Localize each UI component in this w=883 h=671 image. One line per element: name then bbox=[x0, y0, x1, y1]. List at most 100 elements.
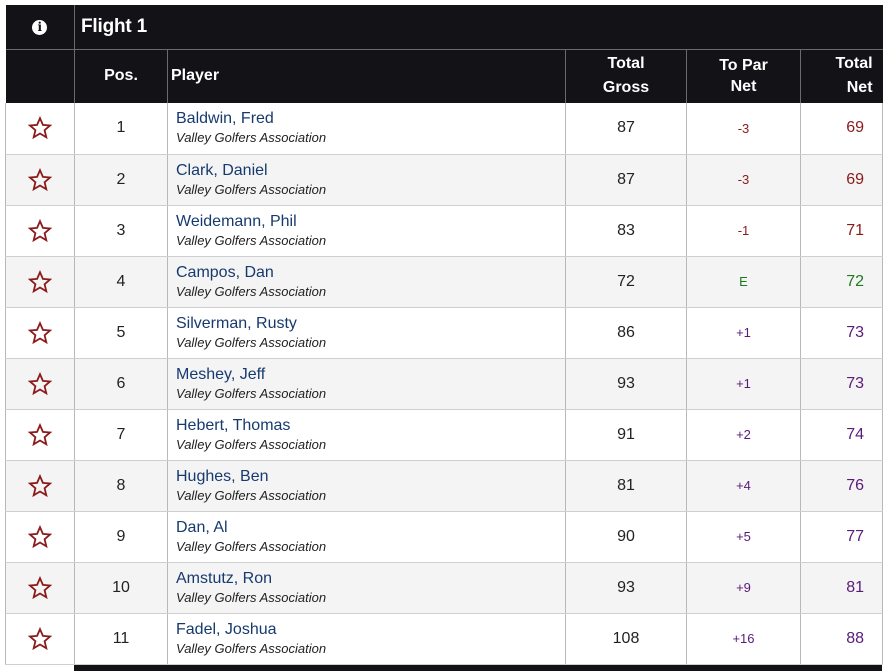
position-cell: 9 bbox=[74, 511, 168, 563]
player-cell: Clark, Daniel Valley Golfers Association bbox=[167, 154, 566, 206]
player-cell: Hughes, Ben Valley Golfers Association bbox=[167, 460, 566, 512]
leaderboard: i Flight 1 Pos. Player Total Gross To Pa… bbox=[5, 5, 883, 671]
favorite-cell bbox=[5, 511, 75, 563]
total-gross-cell: 86 bbox=[565, 307, 687, 359]
star-outline-icon[interactable] bbox=[27, 269, 53, 294]
total-gross-cell: 81 bbox=[565, 460, 687, 512]
to-par-cell: -1 bbox=[686, 205, 801, 257]
player-name-link[interactable]: Silverman, Rusty bbox=[176, 314, 297, 332]
flight-title-bar: i Flight 1 bbox=[5, 5, 883, 49]
player-name-link[interactable]: Dan, Al bbox=[176, 518, 228, 536]
table-row: 2 Clark, Daniel Valley Golfers Association… bbox=[5, 154, 883, 206]
star-outline-icon[interactable] bbox=[27, 167, 53, 192]
player-club: Valley Golfers Association bbox=[176, 640, 327, 656]
favorite-cell bbox=[5, 205, 75, 257]
player-club: Valley Golfers Association bbox=[176, 538, 327, 554]
player-name-link[interactable]: Amstutz, Ron bbox=[176, 569, 273, 587]
to-par-cell: +1 bbox=[686, 307, 801, 359]
total-net-cell: 81 bbox=[800, 562, 883, 614]
position-cell: 3 bbox=[74, 205, 168, 257]
star-outline-icon[interactable] bbox=[27, 320, 53, 345]
favorite-cell bbox=[5, 154, 75, 206]
to-par-cell: +16 bbox=[686, 613, 801, 665]
favorite-cell bbox=[5, 409, 75, 461]
position-cell: 2 bbox=[74, 154, 168, 206]
to-par-cell: +2 bbox=[686, 409, 801, 461]
total-net-cell: 69 bbox=[800, 154, 883, 206]
star-outline-icon[interactable] bbox=[27, 371, 53, 396]
table-row: 1 Baldwin, Fred Valley Golfers Association… bbox=[5, 103, 883, 155]
player-club: Valley Golfers Association bbox=[176, 436, 327, 452]
position-cell: 6 bbox=[74, 358, 168, 410]
position-cell: 5 bbox=[74, 307, 168, 359]
player-name-link[interactable]: Clark, Daniel bbox=[176, 161, 268, 179]
total-net-cell: 73 bbox=[800, 307, 883, 359]
player-cell: Silverman, Rusty Valley Golfers Associati… bbox=[167, 307, 566, 359]
star-outline-icon[interactable] bbox=[27, 422, 53, 447]
total-gross-cell: 87 bbox=[565, 154, 687, 206]
player-name-link[interactable]: Weidemann, Phil bbox=[176, 212, 297, 230]
total-net-cell: 77 bbox=[800, 511, 883, 563]
header-to-par-line1: To Par bbox=[719, 57, 768, 75]
header-player[interactable]: Player bbox=[167, 48, 566, 103]
favorite-cell bbox=[5, 613, 75, 665]
header-to-par-line2: Net bbox=[730, 78, 757, 96]
header-pos[interactable]: Pos. bbox=[74, 48, 168, 103]
star-outline-icon[interactable] bbox=[27, 524, 53, 549]
table-row: 8 Hughes, Ben Valley Golfers Association 81… bbox=[5, 460, 883, 512]
position-cell: 8 bbox=[74, 460, 168, 512]
table-footer-strip bbox=[74, 664, 882, 671]
favorite-cell bbox=[5, 460, 75, 512]
favorite-cell bbox=[5, 103, 75, 155]
header-total-gross-line2: Gross bbox=[602, 79, 650, 97]
total-gross-cell: 87 bbox=[565, 103, 687, 155]
header-total-gross-line1: Total bbox=[607, 55, 645, 73]
total-gross-cell: 93 bbox=[565, 358, 687, 410]
player-name-link[interactable]: Baldwin, Fred bbox=[176, 110, 274, 128]
player-name-link[interactable]: Hughes, Ben bbox=[176, 467, 269, 485]
header-total-net-line2: Net bbox=[846, 79, 873, 97]
total-gross-cell: 90 bbox=[565, 511, 687, 563]
header-favorite bbox=[5, 48, 75, 103]
player-name-link[interactable]: Campos, Dan bbox=[176, 263, 274, 281]
star-outline-icon[interactable] bbox=[27, 575, 53, 600]
player-club: Valley Golfers Association bbox=[176, 283, 327, 299]
position-cell: 10 bbox=[74, 562, 168, 614]
favorite-cell bbox=[5, 358, 75, 410]
header-to-par-net[interactable]: To Par Net bbox=[686, 48, 801, 103]
star-outline-icon[interactable] bbox=[27, 473, 53, 498]
player-name-link[interactable]: Meshey, Jeff bbox=[176, 365, 266, 383]
player-cell: Dan, Al Valley Golfers Association bbox=[167, 511, 566, 563]
position-cell: 7 bbox=[74, 409, 168, 461]
to-par-cell: -3 bbox=[686, 103, 801, 155]
header-total-gross[interactable]: Total Gross bbox=[565, 48, 687, 103]
star-outline-icon[interactable] bbox=[27, 626, 53, 651]
player-cell: Baldwin, Fred Valley Golfers Association bbox=[167, 103, 566, 155]
flight-title: Flight 1 bbox=[74, 5, 883, 49]
player-name-link[interactable]: Hebert, Thomas bbox=[176, 416, 291, 434]
position-cell: 11 bbox=[74, 613, 168, 665]
total-net-cell: 69 bbox=[800, 103, 883, 155]
to-par-cell: +9 bbox=[686, 562, 801, 614]
favorite-cell bbox=[5, 307, 75, 359]
to-par-cell: +4 bbox=[686, 460, 801, 512]
star-outline-icon[interactable] bbox=[27, 116, 53, 140]
player-name-link[interactable]: Fadel, Joshua bbox=[176, 620, 277, 638]
header-total-net[interactable]: Total Net bbox=[800, 48, 883, 103]
total-net-cell: 76 bbox=[800, 460, 883, 512]
position-cell: 1 bbox=[74, 103, 168, 155]
total-gross-cell: 91 bbox=[565, 409, 687, 461]
player-cell: Campos, Dan Valley Golfers Association bbox=[167, 256, 566, 308]
column-header-row: Pos. Player Total Gross To Par Net Total… bbox=[5, 48, 883, 103]
total-gross-cell: 83 bbox=[565, 205, 687, 257]
table-row: 11 Fadel, Joshua Valley Golfers Associatio… bbox=[5, 613, 883, 665]
total-net-cell: 88 bbox=[800, 613, 883, 665]
table-row: 4 Campos, Dan Valley Golfers Association 72… bbox=[5, 256, 883, 308]
table-row: 6 Meshey, Jeff Valley Golfers Association 9… bbox=[5, 358, 883, 410]
favorite-cell bbox=[5, 256, 75, 308]
star-outline-icon[interactable] bbox=[27, 218, 53, 243]
info-icon[interactable]: i bbox=[32, 19, 48, 35]
to-par-cell: E bbox=[686, 256, 801, 308]
player-club: Valley Golfers Association bbox=[176, 232, 327, 248]
table-row: 3 Weidemann, Phil Valley Golfers Associati… bbox=[5, 205, 883, 257]
